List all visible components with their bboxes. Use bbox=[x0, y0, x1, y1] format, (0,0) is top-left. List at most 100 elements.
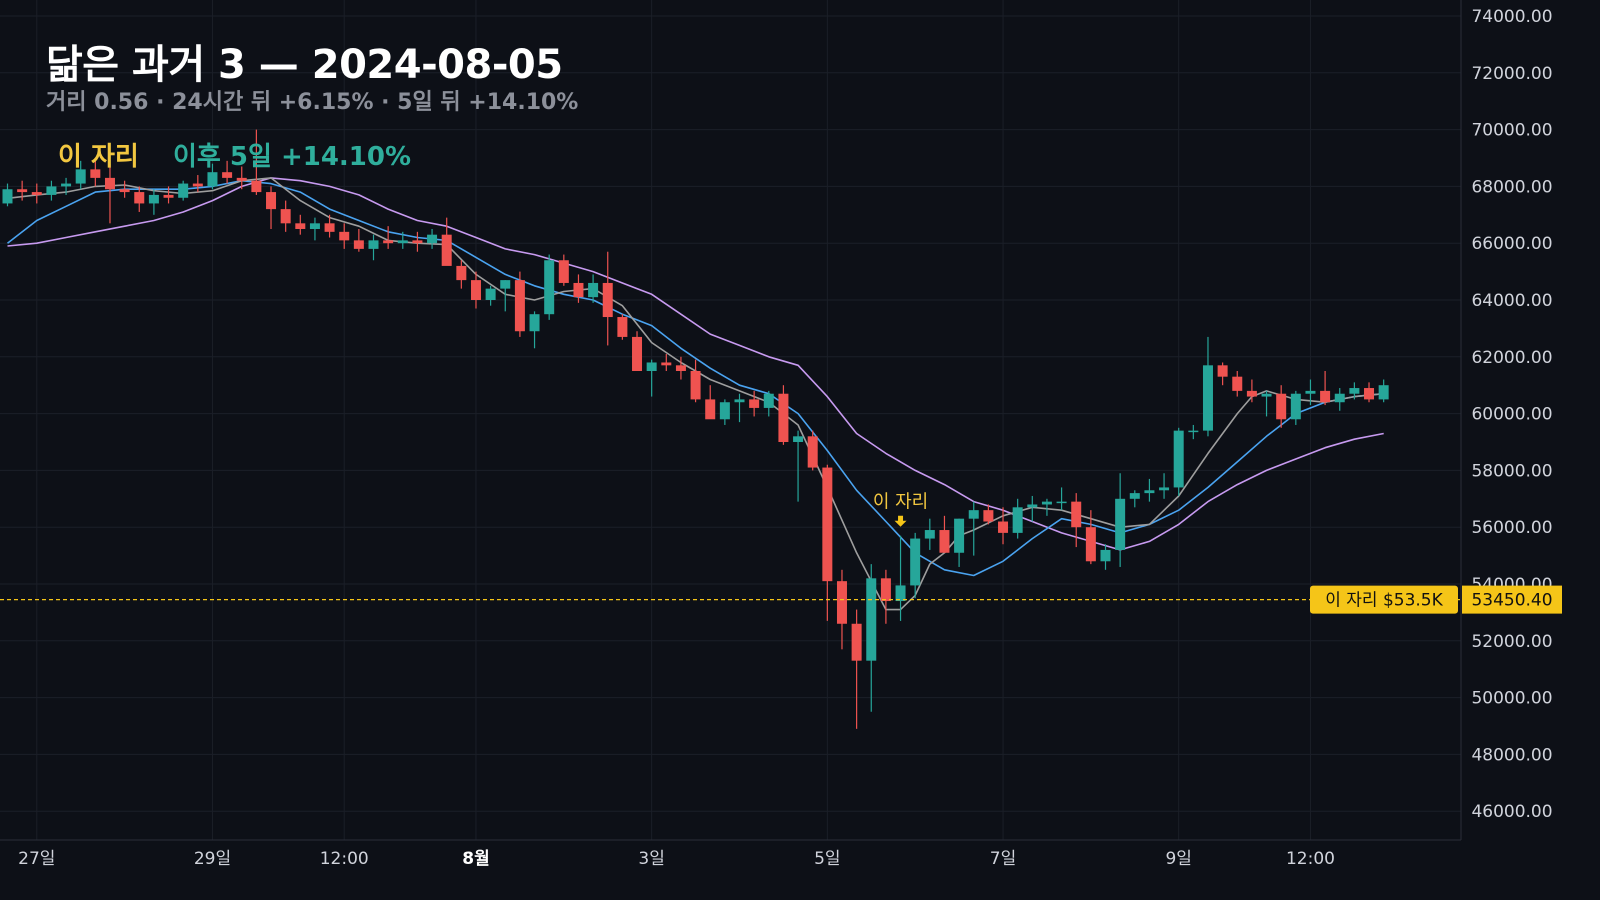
here-legend: 이 자리 bbox=[58, 142, 139, 172]
candle-body bbox=[236, 177, 247, 181]
candle-down bbox=[280, 200, 291, 232]
candle-down bbox=[690, 359, 701, 403]
candle-body bbox=[544, 260, 555, 315]
current-price-badge bbox=[1462, 585, 1562, 614]
candle-body bbox=[939, 530, 950, 553]
candle-up bbox=[1100, 544, 1111, 570]
marker-label: 이 자리 bbox=[873, 492, 928, 513]
candle-body bbox=[148, 194, 159, 204]
candle-up bbox=[544, 254, 555, 320]
candle-up bbox=[1334, 388, 1345, 411]
candle-down bbox=[412, 231, 423, 252]
candle-body bbox=[1290, 393, 1301, 420]
candle-body bbox=[910, 538, 921, 586]
candle-down bbox=[573, 274, 584, 303]
candle-down bbox=[558, 254, 569, 286]
price-axis[interactable]: 74000.00 72000.00 70000.00 68000.00 66000.00… bbox=[1471, 7, 1552, 822]
y-tick-label: 58000.00 bbox=[1471, 461, 1552, 481]
candle-body bbox=[397, 240, 408, 244]
candle-body bbox=[427, 234, 438, 244]
candle-body bbox=[1071, 501, 1082, 528]
candle-down bbox=[1217, 362, 1228, 386]
candle-down bbox=[17, 180, 28, 201]
candle-body bbox=[1378, 385, 1389, 400]
candle-down bbox=[441, 217, 452, 266]
candle-up bbox=[1173, 427, 1184, 496]
y-tick-label: 64000.00 bbox=[1471, 291, 1552, 311]
candle-body bbox=[353, 240, 364, 249]
x-tick-label: 3일 bbox=[638, 849, 664, 869]
candle-body bbox=[1085, 527, 1096, 562]
candle-up bbox=[529, 311, 540, 349]
candle-body bbox=[1334, 393, 1345, 403]
candle-body bbox=[324, 223, 335, 232]
candle-down bbox=[119, 180, 130, 198]
candle-down bbox=[1085, 510, 1096, 565]
candle-down bbox=[998, 507, 1009, 545]
candle-body bbox=[983, 510, 994, 522]
candle-body bbox=[222, 172, 233, 178]
after-legend: 이후 5일 +14.10% bbox=[173, 142, 412, 172]
candle-body bbox=[1159, 487, 1170, 491]
candle-up bbox=[1056, 487, 1067, 511]
candle-body bbox=[61, 183, 72, 187]
candle-up bbox=[1261, 390, 1272, 417]
candle-down bbox=[661, 353, 672, 371]
candle-down bbox=[339, 223, 350, 249]
candle-body bbox=[514, 280, 525, 332]
candle-up bbox=[1041, 498, 1052, 516]
candle-up bbox=[148, 189, 159, 215]
candle-body bbox=[1349, 388, 1360, 394]
candle-down bbox=[617, 314, 628, 340]
y-tick-label: 62000.00 bbox=[1471, 348, 1552, 368]
candle-up bbox=[1202, 336, 1213, 437]
price-axis-background bbox=[1461, 0, 1600, 900]
time-axis[interactable]: 27일 29일 12:00 8월 3일 5일 7일 9일 12:00 bbox=[18, 849, 1335, 869]
page-title: 닮은 과거 3 — 2024-08-05 bbox=[46, 42, 563, 88]
y-tick-label: 46000.00 bbox=[1471, 802, 1552, 822]
candle-body bbox=[251, 180, 262, 193]
candle-body bbox=[104, 177, 115, 190]
candle-down bbox=[880, 569, 891, 624]
candle-down bbox=[705, 385, 716, 420]
candle-down bbox=[383, 226, 394, 249]
x-tick-label: 29일 bbox=[194, 849, 231, 869]
candle-body bbox=[632, 336, 643, 371]
candle-body bbox=[134, 192, 145, 204]
candle-up bbox=[1349, 382, 1360, 400]
candle-body bbox=[1217, 365, 1228, 377]
candle-down bbox=[822, 464, 833, 621]
x-tick-label: 12:00 bbox=[320, 849, 369, 869]
page-subtitle: 거리 0.56 · 24시간 뒤 +6.15% · 5일 뒤 +14.10% bbox=[46, 90, 579, 115]
candle-down bbox=[324, 214, 335, 238]
y-tick-label: 48000.00 bbox=[1471, 745, 1552, 765]
candle-body bbox=[954, 518, 965, 553]
candle-body bbox=[1188, 430, 1199, 433]
candle-body bbox=[1202, 365, 1213, 431]
y-tick-label: 50000.00 bbox=[1471, 689, 1552, 709]
candle-down bbox=[90, 160, 101, 187]
candle-body bbox=[895, 585, 906, 602]
candle-up bbox=[485, 285, 496, 306]
candle-body bbox=[998, 521, 1009, 533]
candle-down bbox=[983, 504, 994, 525]
candle-up bbox=[1305, 379, 1316, 406]
candle-body bbox=[822, 467, 833, 582]
candle-up bbox=[1129, 490, 1140, 508]
candle-body bbox=[75, 169, 86, 184]
y-tick-label: 74000.00 bbox=[1471, 7, 1552, 27]
x-tick-label: 8월 bbox=[462, 849, 489, 869]
candle-down bbox=[134, 186, 145, 212]
candle-down bbox=[1320, 371, 1331, 406]
candle-down bbox=[251, 129, 262, 195]
candle-body bbox=[588, 282, 599, 298]
candle-body bbox=[485, 288, 496, 300]
candle-body bbox=[719, 402, 730, 420]
candle-down bbox=[192, 175, 203, 193]
candle-body bbox=[1305, 390, 1316, 394]
candle-body bbox=[734, 399, 745, 403]
candle-up bbox=[866, 564, 877, 712]
candle-body bbox=[309, 223, 320, 229]
candle-up bbox=[368, 234, 379, 261]
